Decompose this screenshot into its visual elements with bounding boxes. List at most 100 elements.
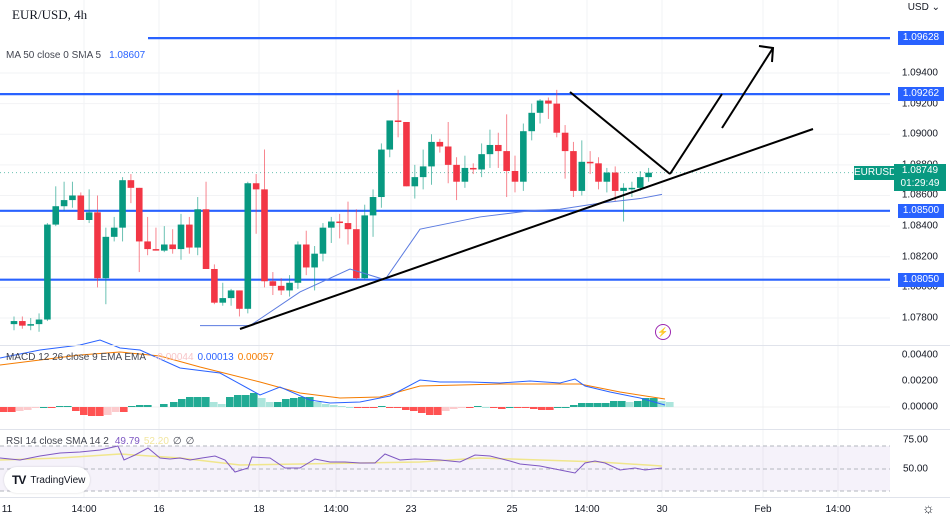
macd-histogram-bar — [64, 406, 72, 407]
candle-body — [35, 319, 43, 325]
candle-body — [194, 209, 201, 248]
time-tick: 14:00 — [323, 504, 349, 515]
candle-body — [428, 141, 435, 167]
macd-indicator-legend[interactable]: MACD 12 26 close 9 EMA EMA -0.00044 0.0001… — [6, 352, 274, 363]
price-tick: 1.08400 — [901, 220, 938, 232]
macd-tick: 0.00200 — [901, 375, 938, 387]
macd-histogram-bar — [618, 401, 626, 407]
chevron-down-icon: ⌄ — [931, 2, 940, 13]
lightning-icon[interactable]: ⚡ — [655, 324, 671, 340]
ma50-line — [200, 193, 663, 327]
tradingview-badge[interactable]: TV TradingView — [4, 467, 90, 493]
price-tick: 1.08200 — [901, 251, 938, 263]
macd-histogram-bar — [314, 402, 322, 407]
pane-separator[interactable] — [0, 345, 950, 346]
macd-histogram-bar — [112, 407, 120, 412]
candle-body — [603, 172, 611, 182]
candle-body — [611, 172, 619, 191]
macd-histogram-bar — [538, 407, 546, 410]
line-price-label: 1.09628 — [898, 31, 944, 46]
macd-histogram-bar — [48, 407, 56, 408]
macd-histogram-bar — [610, 401, 618, 407]
candle-body — [252, 183, 260, 190]
macd-line — [0, 339, 666, 406]
candle-body — [52, 206, 60, 225]
candle-body — [44, 224, 51, 320]
tradingview-logo-icon: TV — [12, 473, 26, 487]
line-price-label: 1.09262 — [898, 87, 944, 102]
rsi-sma-value: 52.20 — [143, 436, 169, 447]
candle-body — [444, 146, 452, 165]
candle-body — [286, 282, 293, 291]
macd-histogram-bar — [40, 407, 48, 408]
candle-body — [620, 187, 627, 191]
candle-body — [311, 253, 318, 268]
candle-body — [595, 163, 602, 182]
time-tick: 14:00 — [825, 504, 851, 515]
macd-histogram-bar — [306, 397, 314, 407]
macd-histogram-bar — [578, 403, 586, 407]
candle-body — [94, 212, 101, 279]
candle-body — [236, 290, 243, 309]
macd-histogram-bar — [144, 405, 152, 407]
rsi-extra-value: ∅ — [172, 436, 182, 447]
rsi-tick: 50.00 — [902, 463, 928, 475]
macd-histogram-bar — [186, 397, 194, 407]
macd-histogram-bar — [514, 407, 522, 408]
arrow-head-icon — [758, 45, 775, 63]
macd-histogram-bar — [450, 407, 458, 409]
macd-histogram-bar — [8, 407, 16, 412]
rsi-label: RSI 14 close SMA 14 2 — [6, 436, 109, 447]
candle-body — [353, 229, 360, 279]
macd-histogram-bar — [666, 402, 674, 407]
trend-line — [721, 47, 774, 129]
macd-histogram-bar — [634, 401, 642, 407]
macd-histogram-bar — [562, 407, 570, 408]
rsi-indicator-legend[interactable]: RSI 14 close SMA 14 2 49.79 52.20 ∅ ∅ — [6, 436, 194, 447]
macd-label: MACD 12 26 close 9 EMA EMA — [6, 352, 147, 363]
macd-histogram-bar — [96, 407, 104, 416]
candle-body — [302, 244, 310, 268]
candle-body — [495, 144, 502, 152]
bar-countdown: 01:29:49 — [900, 178, 940, 189]
candle-body — [177, 224, 185, 250]
candle-body — [227, 290, 235, 299]
time-tick: 23 — [405, 504, 417, 515]
candle-body — [27, 324, 34, 326]
macd-tick: 0.00000 — [901, 401, 938, 413]
macd-histogram-bar — [354, 407, 362, 408]
candle-body — [436, 141, 444, 147]
ma-value: 1.08607 — [109, 50, 146, 61]
candle-body — [261, 189, 268, 282]
candle-body — [10, 321, 18, 325]
candle-body — [636, 177, 644, 188]
macd-histogram-bar — [482, 407, 490, 408]
candle-body — [77, 195, 85, 220]
trend-line — [569, 91, 671, 175]
candle-body — [152, 249, 160, 251]
candle-body — [144, 241, 151, 250]
pane-separator[interactable] — [0, 429, 950, 430]
macd-histogram-bar — [210, 402, 218, 407]
line-price-label: 1.08500 — [898, 203, 944, 218]
macd-histogram-bar — [570, 405, 578, 407]
macd-histogram-bar — [474, 406, 482, 407]
macd-histogram-bar — [466, 407, 474, 408]
ma-indicator-legend[interactable]: MA 50 close 0 SMA 5 1.08607 — [6, 50, 145, 61]
time-tick: 30 — [656, 504, 668, 515]
macd-signal-value: 0.00057 — [237, 352, 274, 363]
macd-histogram-bar — [330, 405, 338, 407]
macd-histogram-bar — [32, 407, 40, 408]
candle-body — [211, 268, 218, 303]
candle-body — [578, 161, 586, 191]
macd-histogram-bar — [88, 407, 96, 416]
trend-line — [239, 128, 814, 330]
candle-body — [277, 285, 285, 291]
macd-histogram-bar — [80, 407, 88, 415]
macd-histogram-bar — [410, 407, 418, 411]
macd-histogram-bar — [586, 403, 594, 407]
candle-body — [453, 164, 460, 182]
currency-selector[interactable]: USD ⌄ — [908, 2, 940, 13]
gear-icon[interactable]: ☼ — [922, 500, 935, 516]
